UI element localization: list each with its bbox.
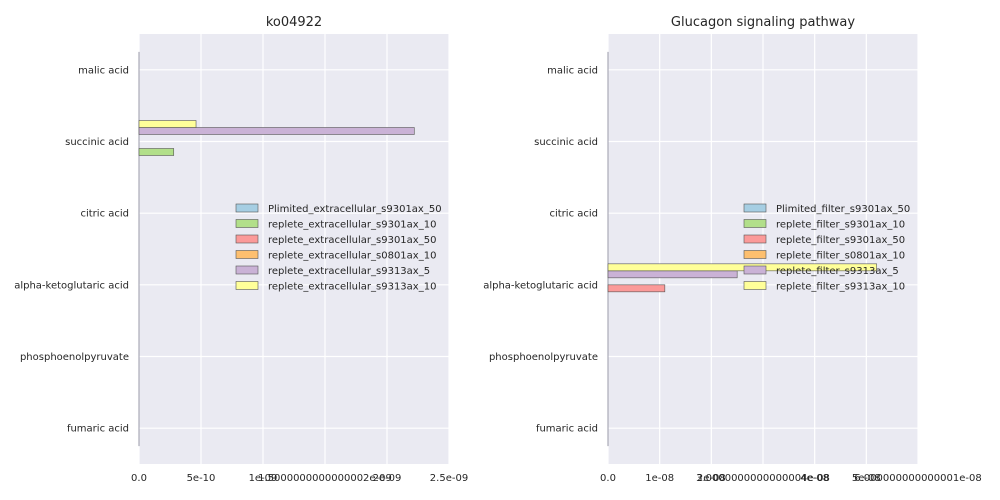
- legend-swatch: [235, 234, 259, 244]
- x-tick-label: 2e-08: [697, 473, 726, 484]
- legend-swatch: [235, 265, 259, 275]
- y-tick-label: malic acid: [78, 65, 129, 76]
- y-tick-label: alpha-ketoglutaric acid: [483, 280, 598, 291]
- y-tick-label: citric acid: [80, 209, 129, 220]
- y-tick-label: phosphoenolpyruvate: [489, 352, 598, 363]
- legend: Plimited_extracellular_s9301ax_50replete…: [235, 203, 442, 293]
- legend-label: replete_extracellular_s9301ax_10: [268, 220, 436, 231]
- y-tick-label: citric acid: [549, 209, 598, 220]
- x-tick-label: 5e-10: [187, 473, 216, 484]
- chart-title: Glucagon signaling pathway: [671, 15, 855, 30]
- y-tick-label: fumaric acid: [536, 424, 598, 435]
- x-tick-label: 0.0: [131, 473, 147, 484]
- x-tick-label: 5e-08: [852, 473, 881, 484]
- legend-label: replete_extracellular_s9313ax_5: [268, 266, 430, 277]
- y-tick-label: malic acid: [547, 65, 598, 76]
- legend-swatch: [743, 219, 767, 228]
- x-tick-label: 2.5e-09: [430, 473, 468, 484]
- legend-swatch: [743, 281, 767, 290]
- x-tick-label: 1e-09: [249, 473, 278, 484]
- legend-swatch: [743, 234, 767, 244]
- x-tick-label: 3.0000000000000004e-08: [696, 473, 830, 484]
- legend-label: replete_filter_s9301ax_10: [776, 220, 905, 231]
- bar: [607, 284, 666, 293]
- chart-panel-1: 0.0 5e-10 1e-091.5000000000000002e-092e-09…: [14, 15, 468, 484]
- legend-swatch: [743, 265, 767, 275]
- plot-area: [139, 34, 449, 464]
- legend-swatch: [235, 219, 259, 228]
- bar: [138, 148, 175, 156]
- legend-label: replete_filter_s9301ax_50: [776, 235, 905, 246]
- y-tick-label: phosphoenolpyruvate: [20, 352, 129, 363]
- legend-label: Plimited_extracellular_s9301ax_50: [268, 204, 442, 215]
- x-tick-label: 2e-09: [373, 473, 402, 484]
- legend-swatch: [743, 203, 767, 213]
- bar: [138, 127, 415, 135]
- legend-swatch: [235, 281, 259, 290]
- legend-swatch: [743, 250, 767, 259]
- y-tick-label: alpha-ketoglutaric acid: [14, 280, 129, 291]
- y-tick-label: succinic acid: [65, 137, 129, 148]
- x-tick-label: 1e-08: [645, 473, 674, 484]
- y-tick-label: fumaric acid: [67, 424, 129, 435]
- bar: [138, 120, 197, 128]
- legend-label: replete_filter_s9313ax_10: [776, 282, 905, 293]
- x-tick-label: 0.0: [600, 473, 616, 484]
- legend-label: replete_extracellular_s9301ax_50: [268, 235, 436, 246]
- bar: [607, 263, 877, 272]
- x-tick-label: 1.5000000000000002e-09: [258, 473, 392, 484]
- x-tick-label: 4e-08: [800, 473, 829, 484]
- legend-label: replete_extracellular_s0801ax_10: [268, 251, 436, 262]
- legend-label: Plimited_filter_s9301ax_50: [776, 204, 910, 215]
- legend-label: replete_filter_s9313ax_5: [776, 266, 899, 277]
- chart-title: ko04922: [266, 15, 322, 30]
- legend-swatch: [235, 203, 259, 213]
- bar: [607, 270, 738, 279]
- y-tick-label: succinic acid: [534, 137, 598, 148]
- legend-label: replete_filter_s0801ax_10: [776, 251, 905, 262]
- x-tick-label: 6.000000000000001e-08: [854, 473, 981, 484]
- legend-swatch: [235, 250, 259, 259]
- legend-label: replete_extracellular_s9313ax_10: [268, 282, 436, 293]
- chart-panel-2: 0.0 1e-08 2e-083.0000000000000004e-084e-08…: [483, 15, 982, 484]
- legend: Plimited_filter_s9301ax_50 replete_filter…: [743, 203, 910, 293]
